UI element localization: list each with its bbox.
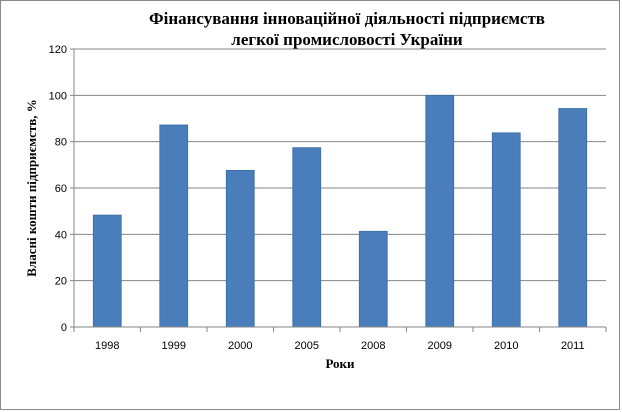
chart-title-line-2: легкої промисловості України (231, 30, 463, 49)
y-tick-label: 100 (49, 90, 67, 102)
bar-2009 (425, 94, 455, 328)
x-tick-label: 2000 (228, 340, 252, 352)
x-axis-ticks: 1998 1999 2000 2005 2008 2009 2010 2011 (73, 327, 607, 352)
y-tick-label: 40 (55, 229, 67, 241)
bar-2011 (558, 108, 588, 328)
chart-title-line-1: Фінансування інноваційної діяльності під… (149, 9, 545, 28)
gridlines (74, 48, 606, 282)
x-tick-label: 2009 (428, 340, 452, 352)
x-tick-label: 2005 (295, 340, 319, 352)
y-tick-label: 60 (55, 183, 67, 195)
bar-1999 (159, 124, 189, 328)
x-tick-label: 2008 (361, 340, 385, 352)
x-axis-title: Роки (325, 356, 355, 371)
bar-2005 (292, 147, 322, 328)
y-tick-label: 20 (55, 276, 67, 288)
bar-1998 (92, 214, 122, 328)
chart-title: Фінансування інноваційної діяльності під… (149, 9, 545, 49)
y-axis-title: Власні кошти підприємств, % (24, 99, 39, 277)
x-tick-label: 2011 (561, 340, 585, 352)
bars (92, 94, 588, 328)
bar-2008 (358, 230, 388, 328)
y-axis-ticks: 0 20 40 60 80 100 120 (49, 44, 74, 334)
bar-2010 (491, 132, 521, 328)
y-tick-label: 80 (55, 137, 67, 149)
x-tick-label: 1998 (95, 340, 119, 352)
y-tick-label: 0 (61, 322, 67, 334)
bar-2000 (225, 169, 255, 328)
x-tick-label: 2010 (494, 340, 518, 352)
x-tick-label: 1999 (162, 340, 186, 352)
y-tick-label: 120 (49, 44, 67, 56)
